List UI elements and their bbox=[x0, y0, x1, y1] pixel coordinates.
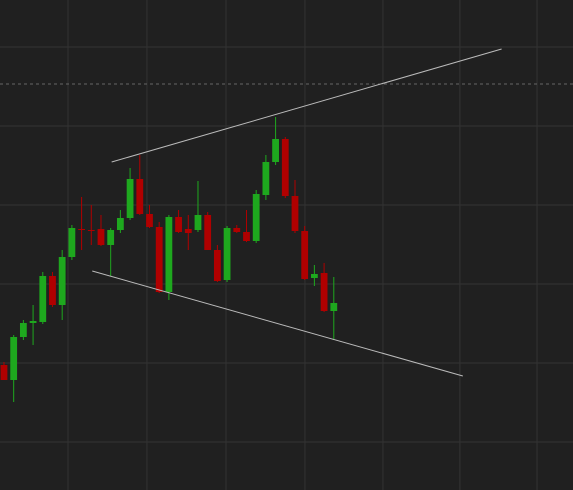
candle-body bbox=[97, 229, 105, 245]
candle-body bbox=[281, 139, 289, 196]
candle-body bbox=[223, 228, 231, 280]
candle-body bbox=[301, 231, 309, 279]
candle-body bbox=[78, 229, 85, 230]
candle-body bbox=[272, 139, 279, 162]
candle-body bbox=[146, 214, 153, 227]
candle-body bbox=[39, 276, 47, 322]
trendline bbox=[111, 48, 502, 163]
candle-body bbox=[291, 196, 299, 231]
candle-body bbox=[165, 217, 173, 292]
candle-body bbox=[58, 257, 66, 305]
candle-body bbox=[252, 194, 260, 241]
candle-body bbox=[19, 323, 27, 337]
candle-body bbox=[243, 232, 250, 241]
candle-body bbox=[194, 215, 202, 230]
candle-body bbox=[0, 365, 8, 380]
candle-body bbox=[29, 321, 37, 323]
candle-body bbox=[68, 228, 76, 257]
candle-body bbox=[320, 273, 328, 311]
candle-body bbox=[184, 229, 192, 233]
candle-body bbox=[330, 303, 338, 311]
candle-body bbox=[213, 250, 221, 281]
trendline bbox=[92, 270, 463, 377]
candle-body bbox=[262, 162, 270, 195]
candle-body bbox=[175, 217, 182, 232]
candle-body bbox=[10, 337, 18, 380]
candle-body bbox=[116, 218, 124, 230]
candle-body bbox=[233, 228, 241, 232]
candle-body bbox=[155, 227, 163, 292]
candle-body bbox=[136, 179, 144, 214]
candle-body bbox=[107, 230, 115, 245]
candle-body bbox=[126, 179, 134, 218]
candle-body bbox=[49, 276, 56, 305]
candle-body bbox=[87, 230, 95, 231]
candle-body bbox=[204, 215, 212, 250]
candle-body bbox=[310, 274, 318, 278]
